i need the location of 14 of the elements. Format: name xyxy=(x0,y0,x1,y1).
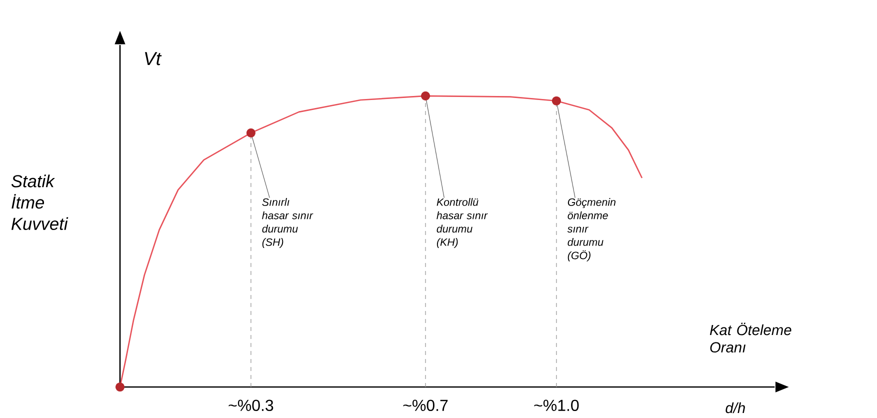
annotation: Kontrollü hasar sınır durumu (KH) xyxy=(436,198,488,248)
point xyxy=(552,96,561,106)
x-tick-label: ~%0.3 xyxy=(228,400,274,412)
point xyxy=(115,382,125,392)
text: Statik İtme Kuvveti xyxy=(11,174,68,230)
annotation: Sınırlı hasar sınır durumu (SH) xyxy=(262,198,314,248)
point xyxy=(246,128,256,138)
annotation: Göçmenin önlenme sınır durumu (GÖ) xyxy=(567,198,616,262)
point xyxy=(420,92,430,101)
annotation: Kat Öteleme Oranı xyxy=(710,322,792,353)
x-tick-label: ~%1.0 xyxy=(534,400,579,412)
x-axis-title: d/h xyxy=(726,402,745,414)
y-axis-title: Vt xyxy=(144,52,162,66)
x-tick-label: ~%0.7 xyxy=(403,400,448,412)
